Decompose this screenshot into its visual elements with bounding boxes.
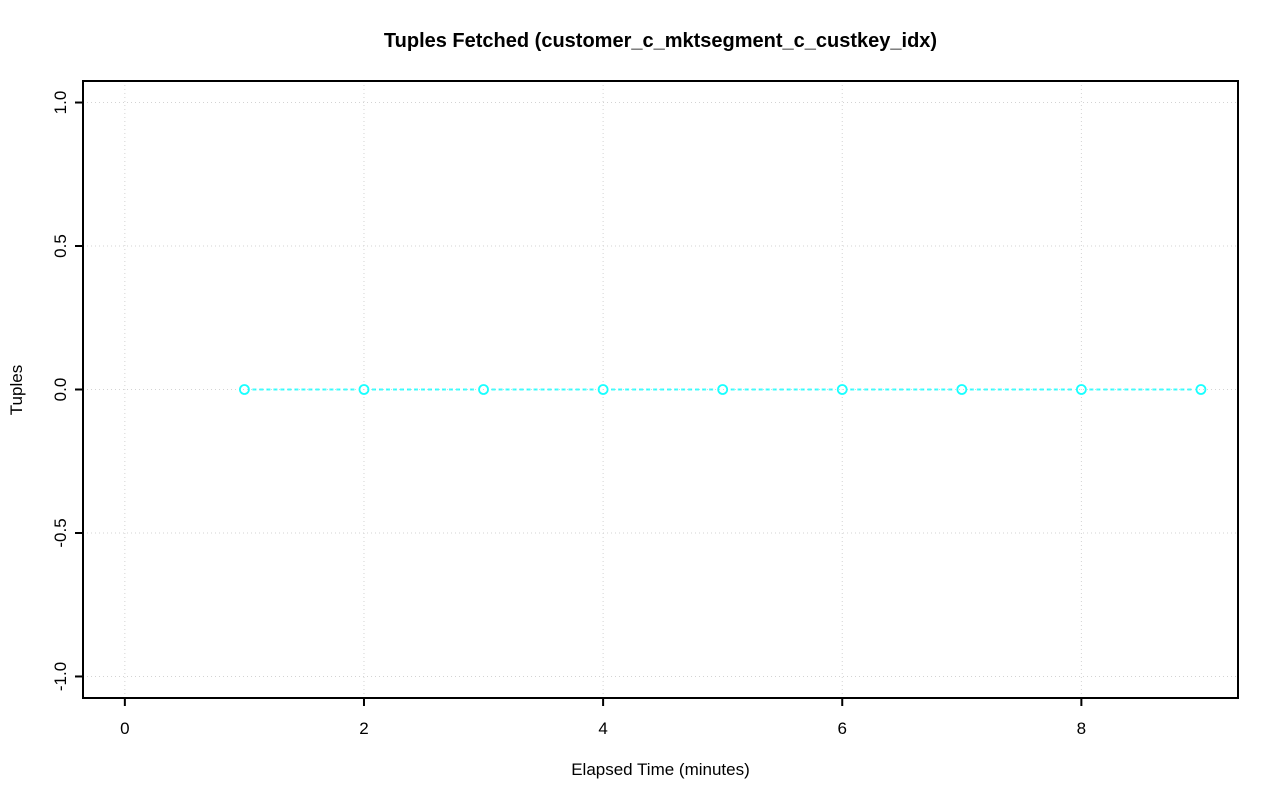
- y-tick-label: 1.0: [51, 91, 70, 115]
- data-point-marker: [1195, 384, 1207, 395]
- y-tick-label: 0.5: [51, 234, 70, 258]
- x-tick-label: 4: [598, 719, 607, 738]
- x-tick-label: 8: [1077, 719, 1086, 738]
- data-point-marker: [358, 384, 370, 395]
- y-tick-label: -0.5: [51, 518, 70, 547]
- x-tick-label: 0: [120, 719, 129, 738]
- plot-box: [82, 80, 1239, 699]
- y-tick-label: 0.0: [51, 378, 70, 402]
- x-axis-label: Elapsed Time (minutes): [571, 760, 750, 779]
- data-point-marker: [956, 384, 968, 395]
- x-tick-label: 6: [838, 719, 847, 738]
- data-point-marker: [836, 384, 848, 395]
- data-point-marker: [717, 384, 729, 395]
- data-point-marker: [478, 384, 489, 395]
- data-point-marker: [597, 384, 609, 395]
- chart-title: Tuples Fetched (customer_c_mktsegment_c_…: [383, 30, 938, 52]
- y-tick-label: -1.0: [51, 662, 70, 691]
- data-point-marker: [1075, 384, 1087, 395]
- data-point-marker: [239, 384, 250, 395]
- x-tick-label: 2: [359, 719, 368, 738]
